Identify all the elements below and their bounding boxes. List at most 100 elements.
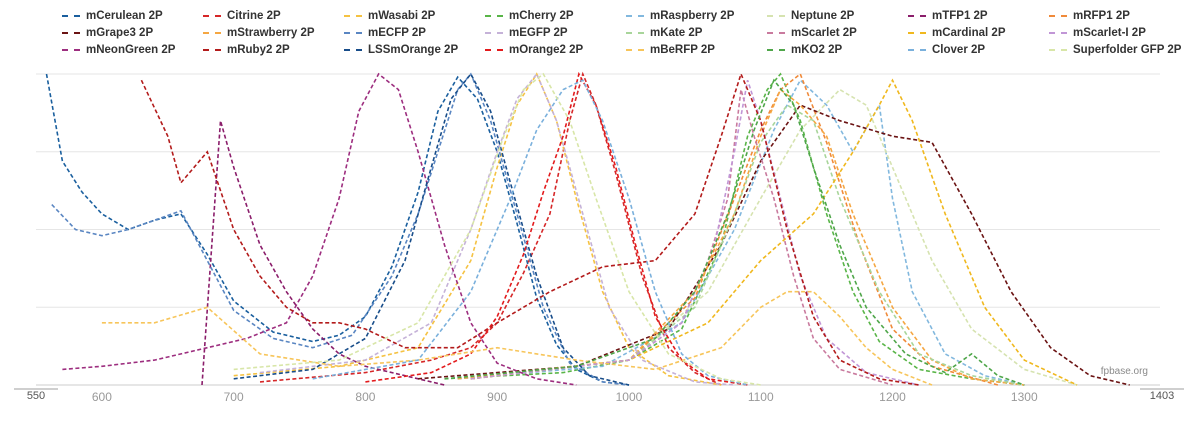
legend-item[interactable]: mTFP1 2P: [908, 8, 988, 24]
legend-swatch: [344, 32, 362, 34]
legend-swatch: [1049, 15, 1067, 17]
series-line-mstrawberry-2p[interactable]: [457, 88, 1025, 386]
series-line-mruby2-2p[interactable]: [140, 71, 920, 386]
x-tick-label: 1000: [616, 390, 643, 404]
legend-item[interactable]: mBeRFP 2P: [626, 42, 715, 58]
legend-item[interactable]: mScarlet 2P: [767, 25, 857, 41]
series-line-mrfp1-2p[interactable]: [470, 72, 999, 386]
series-line-mwasabi-2p[interactable]: [233, 72, 722, 386]
legend-label: mCardinal 2P: [932, 27, 1006, 39]
legend-label: mEGFP 2P: [509, 27, 568, 39]
legend-item[interactable]: mOrange2 2P: [485, 42, 583, 58]
series-line-mcerulean-2p[interactable]: [45, 73, 630, 386]
x-tick-label: 1100: [748, 390, 774, 404]
legend-label: mCerulean 2P: [86, 10, 163, 22]
legend-swatch: [767, 32, 785, 34]
grid-layer: [36, 73, 1160, 386]
range-min-handle[interactable]: 550: [14, 388, 58, 424]
x-tick-label: 700: [224, 390, 244, 404]
legend-label: mKate 2P: [650, 27, 703, 39]
series-line-mraspberry-2p[interactable]: [457, 78, 1025, 386]
legend-label: Clover 2P: [932, 44, 986, 56]
series-line-mscarlet-2p[interactable]: [470, 89, 893, 386]
legend-item[interactable]: mWasabi 2P: [344, 8, 435, 24]
legend-item[interactable]: Superfolder GFP 2P: [1049, 42, 1181, 58]
series-line-mtfp1-2p[interactable]: [201, 120, 445, 386]
legend-label: mScarlet-I 2P: [1073, 27, 1146, 39]
legend-label: mRuby2 2P: [227, 44, 290, 56]
legend-label: Citrine 2P: [227, 10, 281, 22]
range-min-label: 550: [26, 390, 46, 402]
legend-item[interactable]: mGrape3 2P: [62, 25, 153, 41]
legend-label: mStrawberry 2P: [227, 27, 315, 39]
series-line-neptune-2p[interactable]: [470, 88, 1078, 386]
legend-item[interactable]: Clover 2P: [908, 42, 985, 58]
legend-item[interactable]: mRuby2 2P: [203, 42, 290, 58]
legend-swatch: [485, 49, 503, 51]
legend-item[interactable]: LSSmOrange 2P: [344, 42, 458, 58]
range-min-line: [14, 388, 58, 390]
legend-swatch: [62, 32, 80, 34]
series-line-mko2-2p[interactable]: [444, 78, 1025, 386]
series-line-mneongreen-2p[interactable]: [62, 72, 577, 386]
range-max-handle[interactable]: 1403: [1140, 388, 1184, 424]
legend-swatch: [203, 32, 221, 34]
legend-label: mOrange2 2P: [509, 44, 584, 56]
series-line-mcherry-2p[interactable]: [444, 72, 1025, 386]
legend-label: mGrape3 2P: [86, 27, 154, 39]
range-max-line: [1140, 388, 1184, 390]
legend-label: Superfolder GFP 2P: [1073, 44, 1182, 56]
legend-item[interactable]: mRFP1 2P: [1049, 8, 1130, 24]
legend-swatch: [203, 49, 221, 51]
legend-label: mRaspberry 2P: [650, 10, 735, 22]
range-max-label: 1403: [1149, 390, 1175, 402]
legend-swatch: [62, 15, 80, 17]
legend-swatch: [908, 15, 926, 17]
legend-label: mRFP1 2P: [1073, 10, 1130, 22]
x-tick-label: 800: [355, 390, 375, 404]
legend-label: mKO2 2P: [791, 44, 843, 56]
series-line-mberfp-2p[interactable]: [101, 290, 933, 386]
legend-item[interactable]: mCherry 2P: [485, 8, 574, 24]
legend-item[interactable]: mStrawberry 2P: [203, 25, 315, 41]
legend-item[interactable]: mECFP 2P: [344, 25, 426, 41]
legend-item[interactable]: mCardinal 2P: [908, 25, 1006, 41]
legend-label: mBeRFP 2P: [650, 44, 715, 56]
legend-item[interactable]: mRaspberry 2P: [626, 8, 734, 24]
chart-legend: mCerulean 2P Citrine 2P mWasabi 2P mCherry …: [62, 8, 1192, 64]
legend-swatch: [485, 15, 503, 17]
legend-swatch: [485, 32, 503, 34]
legend-label: mTFP1 2P: [932, 10, 988, 22]
legend-item[interactable]: Neptune 2P: [767, 8, 854, 24]
series-line-clover-2p[interactable]: [312, 79, 748, 386]
series-line-superfolder-gfp-2p[interactable]: [233, 72, 761, 386]
x-tick-label: 600: [92, 390, 112, 404]
legend-swatch: [626, 15, 644, 17]
legend-swatch: [344, 49, 362, 51]
series-line-mkate-2p[interactable]: [470, 104, 1025, 386]
legend-item[interactable]: mKO2 2P: [767, 42, 842, 58]
legend-item[interactable]: mCerulean 2P: [62, 8, 163, 24]
x-tick-label: 900: [487, 390, 507, 404]
legend-item[interactable]: mKate 2P: [626, 25, 702, 41]
legend-label: mCherry 2P: [509, 10, 574, 22]
series-line-mgrape3-2p[interactable]: [418, 104, 1130, 386]
legend-swatch: [344, 15, 362, 17]
legend-swatch: [908, 32, 926, 34]
legend-label: mECFP 2P: [368, 27, 426, 39]
legend-item[interactable]: mEGFP 2P: [485, 25, 568, 41]
series-line-mecfp-2p[interactable]: [51, 72, 630, 386]
legend-label: LSSmOrange 2P: [368, 44, 459, 56]
legend-swatch: [908, 49, 926, 51]
legend-swatch: [767, 15, 785, 17]
series-line-mscarlet-i-2p[interactable]: [470, 79, 920, 386]
legend-swatch: [1049, 32, 1067, 34]
legend-item[interactable]: mScarlet-I 2P: [1049, 25, 1146, 41]
series-line-morange2-2p[interactable]: [365, 71, 748, 386]
series-line-lssmorange-2p[interactable]: [233, 72, 630, 386]
legend-item[interactable]: mNeonGreen 2P: [62, 42, 175, 58]
legend-item[interactable]: Citrine 2P: [203, 8, 281, 24]
legend-label: Neptune 2P: [791, 10, 855, 22]
legend-label: mNeonGreen 2P: [86, 44, 176, 56]
credit-label[interactable]: fpbase.org: [1100, 366, 1148, 377]
